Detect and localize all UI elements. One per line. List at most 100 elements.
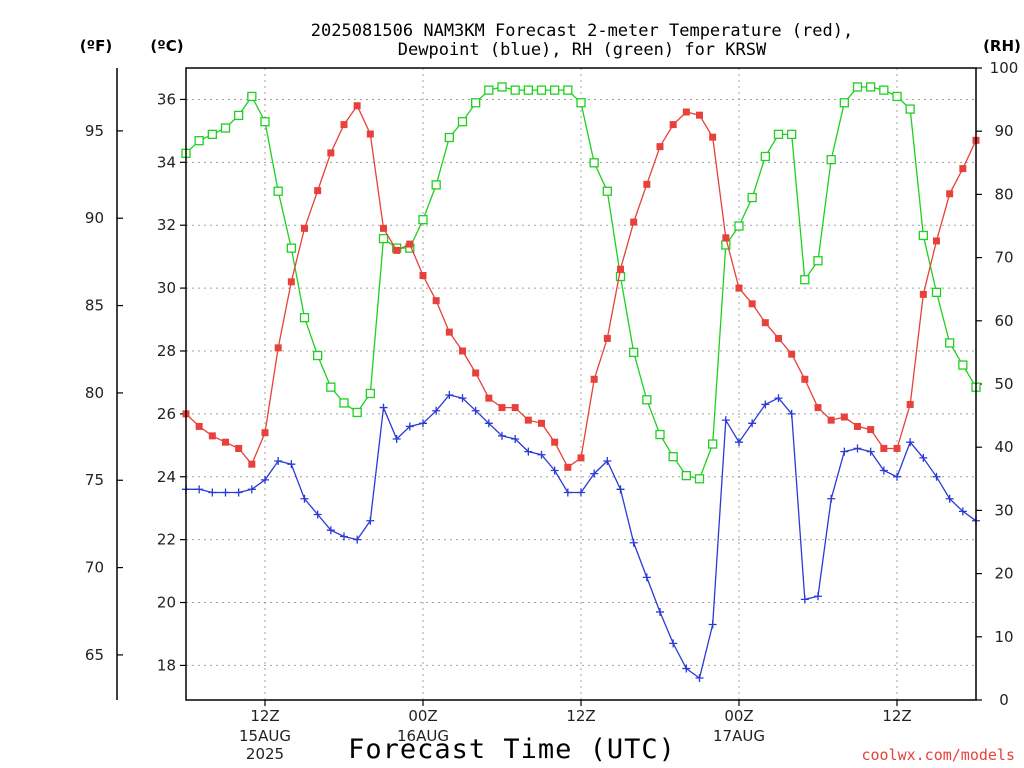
temperature-point: [235, 444, 243, 452]
series-rh: [181, 82, 981, 484]
rh-point: [234, 110, 244, 121]
dewpoint-point: [274, 457, 283, 466]
rh-unit-label: (RH): [983, 37, 1021, 55]
rh-point: [576, 98, 586, 108]
temperature-point: [261, 429, 269, 437]
temperature-point: [775, 334, 782, 342]
rh-point: [352, 407, 362, 418]
temperature-point: [222, 438, 229, 446]
dewpoint-point: [498, 431, 506, 440]
dewpoint-point: [748, 419, 757, 428]
dewpoint-point: [340, 532, 348, 541]
temperature-point: [498, 404, 506, 412]
time-tick-sublabel: 17AUG: [713, 727, 765, 745]
rh-point: [839, 98, 849, 108]
celsius-unit-label: (ºC): [150, 37, 183, 55]
chart-title-line1: 2025081506 NAM3KM Forecast 2-meter Tempe…: [311, 21, 853, 41]
rh-point: [194, 136, 204, 146]
fahrenheit-tick-label: 80: [85, 384, 104, 402]
dewpoint-point: [669, 639, 678, 648]
dewpoint-point: [629, 538, 638, 547]
fahrenheit-unit-label: (ºF): [80, 37, 112, 55]
dewpoint-point: [458, 394, 467, 403]
dewpoint-point: [827, 494, 836, 503]
dewpoint-point: [432, 406, 441, 415]
rh-line: [185, 86, 977, 480]
rh-tick-label: 100: [990, 59, 1019, 77]
rh-point: [299, 312, 310, 323]
rh-point: [642, 395, 652, 405]
temperature-point: [419, 272, 427, 280]
dewpoint-point: [721, 416, 730, 425]
dewpoint-point: [313, 510, 322, 519]
dewpoint-point: [379, 403, 388, 412]
dewpoint-point: [590, 469, 599, 478]
temperature-point: [393, 246, 401, 254]
temperature-point: [301, 224, 308, 232]
temperature-point: [946, 190, 954, 198]
temperature-point: [485, 394, 493, 402]
temperature-point: [287, 278, 295, 286]
celsius-tick-label: 18: [157, 656, 176, 674]
rh-point: [694, 474, 705, 484]
temperature-point: [696, 111, 703, 119]
rh-tick-label: 0: [999, 691, 1009, 709]
temperature-point: [761, 319, 769, 327]
dewpoint-point: [524, 447, 533, 456]
dewpoint-point: [840, 447, 849, 456]
celsius-tick-label: 24: [157, 468, 176, 486]
dewpoint-point: [919, 453, 928, 462]
dewpoint-point: [616, 485, 625, 494]
temperature-point: [643, 180, 651, 188]
rh-point: [523, 85, 533, 95]
temperature-point: [617, 265, 624, 273]
dewpoint-point: [735, 438, 743, 447]
chart-title-line2: Dewpoint (blue), RH (green) for KRSW: [398, 40, 767, 60]
temperature-point: [854, 422, 861, 430]
series-lines: [181, 82, 981, 682]
dewpoint-point: [195, 485, 204, 494]
rh-point: [958, 360, 968, 370]
temperature-point: [459, 347, 466, 355]
rh-point: [378, 233, 389, 244]
dewpoint-point: [405, 422, 414, 431]
rh-point: [484, 85, 494, 95]
rh-point: [655, 429, 665, 440]
temperature-point: [406, 240, 414, 248]
rh-point: [365, 388, 375, 399]
dewpoint-point: [932, 472, 941, 481]
temperature-point: [380, 224, 387, 232]
rh-point: [339, 398, 349, 408]
celsius-tick-label: 32: [157, 216, 176, 234]
rh-point: [220, 123, 231, 133]
celsius-tick-label: 26: [157, 405, 176, 423]
time-tick-label: 12Z: [566, 707, 595, 725]
temperature-point: [880, 444, 888, 452]
dewpoint-point: [550, 466, 559, 475]
dewpoint-point: [221, 488, 230, 497]
series-dewpoint: [182, 391, 980, 682]
temperature-point: [801, 375, 809, 383]
rh-tick-label: 10: [994, 628, 1013, 646]
rh-point: [536, 85, 547, 95]
grid-lines: [186, 68, 976, 700]
temperature-point: [353, 102, 361, 110]
rh-point: [510, 85, 520, 95]
celsius-tick-label: 28: [157, 342, 176, 360]
rh-point: [668, 452, 678, 462]
rh-point: [497, 82, 507, 92]
rh-point: [918, 230, 928, 241]
rh-point: [905, 104, 915, 114]
temperature-point: [538, 419, 545, 427]
temperature-point: [366, 130, 374, 138]
temperature-point: [577, 454, 585, 462]
rh-point: [418, 215, 428, 225]
rh-point: [273, 186, 283, 196]
dewpoint-point: [326, 526, 335, 535]
rh-point: [760, 151, 770, 162]
rh-point: [326, 382, 336, 392]
rh-point: [800, 275, 810, 285]
temperature-point: [208, 432, 216, 440]
fahrenheit-tick-label: 65: [85, 646, 104, 664]
